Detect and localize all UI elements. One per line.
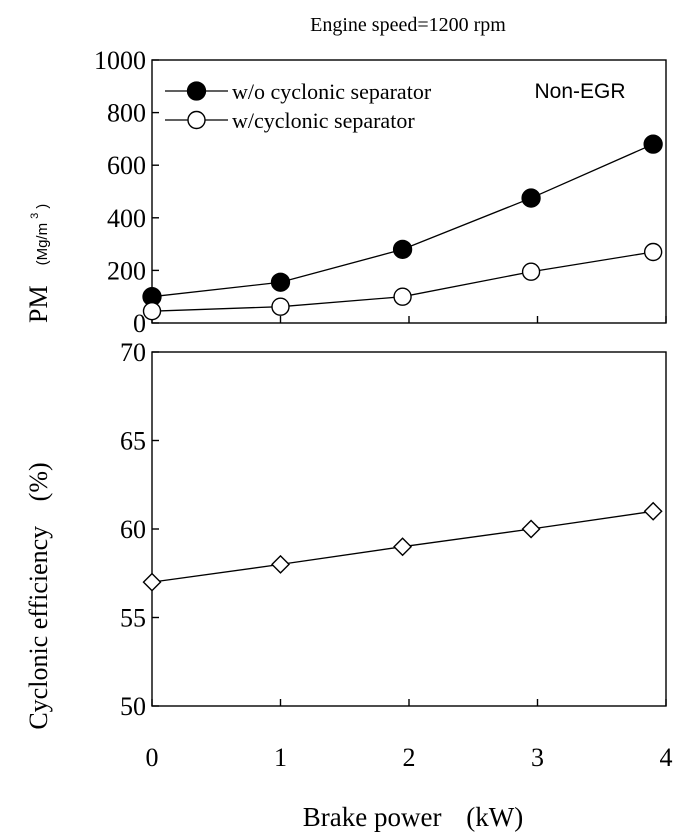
x-tick-label: 2 [403, 743, 416, 772]
x-axis-label: Brake power (kW) [303, 802, 523, 832]
pm-data-point [643, 242, 663, 262]
pm-data-point [270, 272, 291, 292]
pm-data-point [271, 297, 290, 316]
pm-series-line-0 [151, 143, 654, 298]
x-axis-label-main: Brake power [303, 802, 442, 832]
x-axis-label-unit: (kW) [466, 802, 523, 832]
pm-axis-label-unit: (Mg/m [34, 223, 51, 266]
pm-axis-label-main: PM [24, 285, 53, 323]
1-y-tick-label: 60 [120, 515, 146, 544]
pm-axis-label-unit-close: ) [34, 204, 51, 209]
efficiency-plot-frame [151, 351, 667, 707]
legend-marker-1 [187, 110, 206, 130]
1-y-tick-label: 65 [120, 427, 146, 456]
legend-marker-0 [186, 81, 207, 101]
pm-axis-label-unit-sup: 3 [29, 213, 41, 219]
0-y-tick-label: 200 [107, 256, 146, 285]
efficiency-data-point [521, 519, 541, 539]
1-y-tick-label: 70 [120, 338, 146, 367]
pm-series [142, 134, 663, 321]
efficiency-series [142, 501, 663, 592]
efficiency-axis-label-main: Cyclonic efficiency [24, 526, 53, 730]
annotation-non-egr: Non-EGR [534, 80, 625, 103]
efficiency-data-point [643, 501, 663, 521]
efficiency-axis-label-unit: (%) [24, 462, 53, 501]
pm-axis-label: PM (Mg/m 3 ) [24, 204, 53, 323]
x-tick-label: 4 [660, 743, 673, 772]
pm-data-point [643, 134, 663, 154]
0-y-tick-label: 400 [107, 204, 146, 233]
efficiency-axis-label: Cyclonic efficiency (%) [24, 462, 53, 729]
x-tick-label: 0 [146, 743, 159, 772]
efficiency-data-point [271, 554, 290, 574]
0-y-tick-label: 600 [107, 151, 146, 180]
pm-data-point [392, 239, 413, 260]
pm-axes: 0 200 400 600 800 1000 [94, 46, 667, 338]
pm-data-point [393, 287, 412, 306]
efficiency-axes: 50 55 60 65 70 0 1 2 3 4 [120, 338, 673, 772]
0-y-tick-label: 0 [133, 309, 146, 338]
legend-label-0: w/o cyclonic separator [232, 79, 432, 104]
legend: w/o cyclonic separator w/cyclonic separat… [165, 79, 432, 133]
1-y-tick-label: 50 [120, 692, 146, 721]
x-tick-label: 3 [531, 743, 544, 772]
x-tick-label: 1 [274, 743, 287, 772]
1-y-tick-label: 55 [120, 604, 146, 633]
svg-text:PM (Mg/m 3 ): PM (Mg/m 3 ) [24, 204, 53, 323]
efficiency-data-point [142, 572, 162, 592]
pm-data-point [521, 188, 541, 208]
chart-title: Engine speed=1200 rpm [310, 14, 506, 36]
0-y-tick-label: 1000 [94, 46, 146, 75]
pm-data-point [521, 262, 541, 281]
efficiency-data-point [393, 537, 413, 557]
pm-data-point [142, 301, 162, 321]
svg-text:Cyclonic efficiency (%): Cyclonic efficiency (%) [24, 462, 53, 729]
0-y-tick-label: 800 [107, 99, 146, 128]
legend-label-1: w/cyclonic separator [232, 108, 415, 133]
